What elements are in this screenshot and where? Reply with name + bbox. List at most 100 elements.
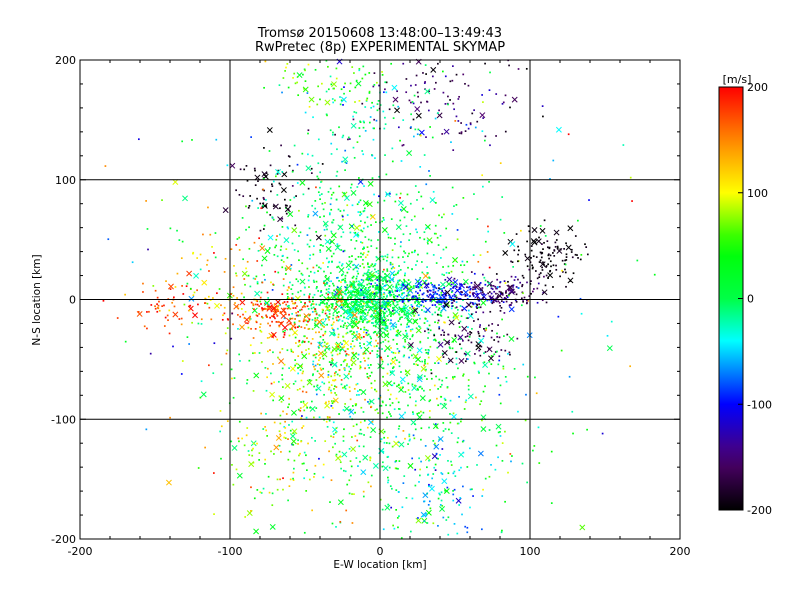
data-point xyxy=(448,346,451,349)
data-point xyxy=(349,285,352,288)
data-point xyxy=(467,84,470,87)
data-point xyxy=(209,299,212,301)
data-point xyxy=(338,413,340,415)
data-point xyxy=(262,196,265,199)
data-point xyxy=(373,312,375,314)
data-point xyxy=(559,248,562,251)
data-point xyxy=(319,198,321,201)
data-point xyxy=(505,290,507,293)
data-point xyxy=(476,293,479,295)
data-point-cross xyxy=(200,391,207,398)
data-point xyxy=(434,224,437,227)
data-point-cross xyxy=(406,150,413,157)
data-point xyxy=(574,253,577,256)
data-point xyxy=(500,349,503,351)
data-point xyxy=(349,316,352,319)
data-point xyxy=(497,340,500,343)
data-point xyxy=(238,440,240,443)
data-point xyxy=(458,132,461,135)
data-point xyxy=(370,322,373,324)
data-point-cross xyxy=(415,112,422,119)
data-point xyxy=(394,460,397,463)
data-point xyxy=(368,289,370,292)
data-point xyxy=(477,318,479,321)
data-point xyxy=(556,247,559,249)
data-point xyxy=(351,317,354,319)
data-point xyxy=(404,329,407,332)
data-point-cross xyxy=(287,211,294,218)
data-point xyxy=(362,210,365,213)
data-point xyxy=(324,330,327,333)
data-point xyxy=(490,363,493,366)
data-point-cross xyxy=(291,409,297,416)
data-point xyxy=(262,188,264,191)
data-point xyxy=(163,304,165,307)
data-point xyxy=(499,431,501,433)
data-point xyxy=(274,175,277,178)
data-point xyxy=(506,296,509,299)
data-point xyxy=(252,461,255,464)
data-point xyxy=(344,279,346,282)
data-point xyxy=(363,343,365,345)
data-point xyxy=(563,247,565,250)
data-point xyxy=(344,274,347,277)
data-point xyxy=(415,228,417,231)
data-point xyxy=(188,343,191,345)
data-point xyxy=(367,288,370,291)
data-point xyxy=(454,284,457,286)
data-point xyxy=(484,279,487,282)
data-point xyxy=(335,302,338,305)
data-point xyxy=(329,272,332,274)
data-point xyxy=(420,304,423,307)
data-point xyxy=(427,485,430,488)
data-point xyxy=(423,500,425,503)
data-point xyxy=(360,306,362,308)
data-point xyxy=(403,302,406,305)
colorbar-tick-label: -100 xyxy=(747,398,772,411)
data-point xyxy=(460,293,463,296)
data-point xyxy=(464,130,467,132)
data-point xyxy=(490,463,492,466)
data-point-cross xyxy=(360,469,367,476)
data-point xyxy=(283,333,286,336)
data-point xyxy=(472,286,474,289)
data-point xyxy=(344,277,347,280)
data-point xyxy=(372,291,374,294)
data-point xyxy=(403,274,406,277)
data-point xyxy=(264,458,267,461)
data-point xyxy=(532,255,535,258)
data-point xyxy=(375,316,378,319)
data-point xyxy=(444,301,447,304)
data-point xyxy=(156,303,158,306)
data-point xyxy=(333,388,335,390)
data-point xyxy=(325,314,328,317)
data-point xyxy=(470,331,473,334)
data-point xyxy=(406,374,408,377)
data-point xyxy=(359,297,362,300)
data-point xyxy=(444,297,447,300)
data-point xyxy=(450,464,453,466)
data-point xyxy=(152,285,155,287)
data-point xyxy=(359,241,362,243)
data-point xyxy=(351,405,354,407)
data-point xyxy=(360,432,363,435)
data-point xyxy=(232,294,235,297)
data-point xyxy=(197,322,200,325)
data-point xyxy=(349,231,352,234)
data-point xyxy=(424,330,426,333)
data-point xyxy=(429,345,432,348)
data-point xyxy=(395,273,397,276)
data-point xyxy=(561,259,564,262)
data-point xyxy=(395,285,398,287)
data-point xyxy=(419,165,422,168)
chart-title: Tromsø 20150608 13:48:00–13:49:43 xyxy=(257,26,502,41)
data-point xyxy=(279,414,282,417)
data-point xyxy=(314,310,317,313)
data-point xyxy=(448,297,451,299)
data-point xyxy=(405,332,408,335)
data-point xyxy=(341,308,344,310)
data-point xyxy=(292,432,295,434)
data-point xyxy=(532,290,534,293)
data-point-cross xyxy=(553,229,560,236)
data-point-cross xyxy=(452,279,459,286)
